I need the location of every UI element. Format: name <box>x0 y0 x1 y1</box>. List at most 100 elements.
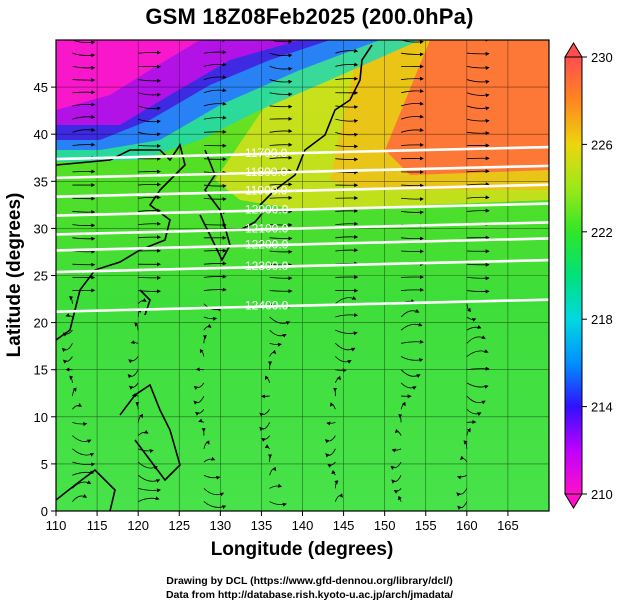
streamline <box>138 221 161 226</box>
streamline <box>466 382 489 389</box>
x-tick-label-150: 150 <box>374 518 396 533</box>
streamline <box>138 275 161 280</box>
streamline <box>264 444 270 450</box>
streamline <box>269 182 293 187</box>
streamline <box>335 62 359 67</box>
streamline <box>134 322 139 331</box>
streamline <box>203 115 227 120</box>
streamline <box>138 118 161 124</box>
streamline <box>269 342 282 347</box>
streamline <box>72 127 96 133</box>
korea-coastline <box>199 149 231 262</box>
streamline <box>400 356 424 363</box>
streamline <box>401 76 424 81</box>
streamline <box>335 157 359 162</box>
streamline <box>269 236 293 241</box>
streamline <box>72 403 82 410</box>
streamline <box>393 488 402 494</box>
streamline <box>72 480 92 489</box>
coastlines <box>56 44 373 511</box>
y-tick-label-35: 35 <box>34 174 48 189</box>
streamline <box>466 51 490 56</box>
y-tick-label-10: 10 <box>34 410 48 425</box>
streamline <box>398 414 403 423</box>
streamline <box>331 469 336 476</box>
streamline <box>269 79 293 84</box>
streamline <box>400 128 424 133</box>
streamline <box>466 303 471 313</box>
streamline <box>269 92 293 97</box>
streamline <box>72 102 96 107</box>
streamline <box>203 101 227 107</box>
streamline <box>61 343 73 352</box>
streamline <box>62 356 73 364</box>
streamline <box>137 429 149 436</box>
streamline <box>137 413 143 423</box>
streamline <box>463 440 468 449</box>
streamline <box>400 401 406 410</box>
streamline <box>269 142 293 147</box>
contour-label-12300.0: 12300.0 <box>245 259 289 273</box>
streamline <box>203 440 210 449</box>
y-tick-label-25: 25 <box>34 269 48 284</box>
colorbar-tick-label-222: 222 <box>591 225 613 240</box>
streamline <box>203 501 227 510</box>
streamline <box>269 128 293 133</box>
streamline <box>269 483 282 489</box>
streamline <box>329 402 336 410</box>
streamline <box>400 101 424 107</box>
y-tick-label-30: 30 <box>34 221 48 236</box>
streamline <box>72 65 96 70</box>
streamline <box>269 249 293 254</box>
streamline <box>264 375 271 384</box>
streamline <box>335 144 359 149</box>
contour-11900.0 <box>56 183 549 199</box>
streamline <box>69 295 74 304</box>
streamline <box>325 448 336 458</box>
streamline <box>72 78 96 83</box>
streamline <box>466 335 486 344</box>
streamline <box>72 223 96 228</box>
streamline <box>335 234 359 239</box>
colorbar-tick-label-218: 218 <box>591 312 613 327</box>
streamline <box>334 493 343 502</box>
contour-11700.0 <box>56 145 549 161</box>
streamline <box>334 480 339 489</box>
streamline <box>203 88 227 94</box>
streamline <box>194 409 205 416</box>
streamline <box>466 195 490 200</box>
streamline <box>334 375 341 384</box>
streamline <box>335 296 357 305</box>
streamline <box>138 488 161 493</box>
streamline <box>72 210 96 215</box>
colorbar-min-arrow <box>564 493 583 509</box>
y-tick-label-0: 0 <box>41 504 48 519</box>
streamline <box>203 62 227 67</box>
streamline <box>72 142 96 147</box>
streamline <box>72 52 96 58</box>
streamline <box>466 208 490 213</box>
streamline <box>335 356 352 364</box>
chart-title: GSM 18Z08Feb2025 (200.0hPa) <box>145 4 474 29</box>
streamline <box>203 488 225 497</box>
contour-label-12200.0: 12200.0 <box>245 237 289 251</box>
streamline <box>335 312 359 318</box>
streamline <box>400 369 421 378</box>
streamline <box>127 369 139 379</box>
streamline <box>466 349 489 357</box>
streamline <box>390 461 402 470</box>
streamline <box>198 418 205 423</box>
contour-label-11800.0: 11800.0 <box>245 165 288 179</box>
streamline <box>466 428 471 436</box>
x-tick-label-130: 130 <box>209 518 231 533</box>
streamline <box>400 322 423 331</box>
streamline <box>466 79 490 84</box>
map-plot-area: 11700.0 11800.0 11900.0 12000.0 12100.0 12200… <box>56 40 549 511</box>
colorbar-max-arrow <box>564 42 583 58</box>
kyushu-coastline <box>239 209 266 231</box>
streamline <box>400 382 417 390</box>
streamline <box>335 105 359 110</box>
streamline <box>193 382 205 390</box>
colorbar-tick-label-230: 230 <box>591 50 613 65</box>
streamline <box>138 235 161 240</box>
